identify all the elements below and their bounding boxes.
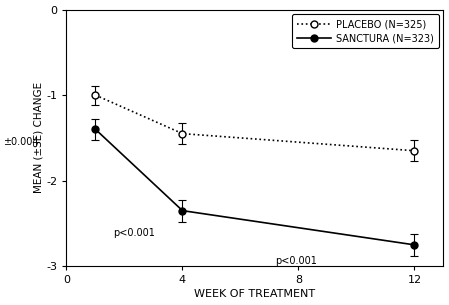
Text: ±0.004: ±0.004 [4,137,39,147]
Y-axis label: MEAN (±SE) CHANGE: MEAN (±SE) CHANGE [34,82,44,193]
Text: p<0.001: p<0.001 [113,228,155,238]
X-axis label: WEEK OF TREATMENT: WEEK OF TREATMENT [194,289,316,300]
Text: p<0.001: p<0.001 [275,256,317,266]
Legend: PLACEBO (N=325), SANCTURA (N=323): PLACEBO (N=325), SANCTURA (N=323) [292,14,439,48]
